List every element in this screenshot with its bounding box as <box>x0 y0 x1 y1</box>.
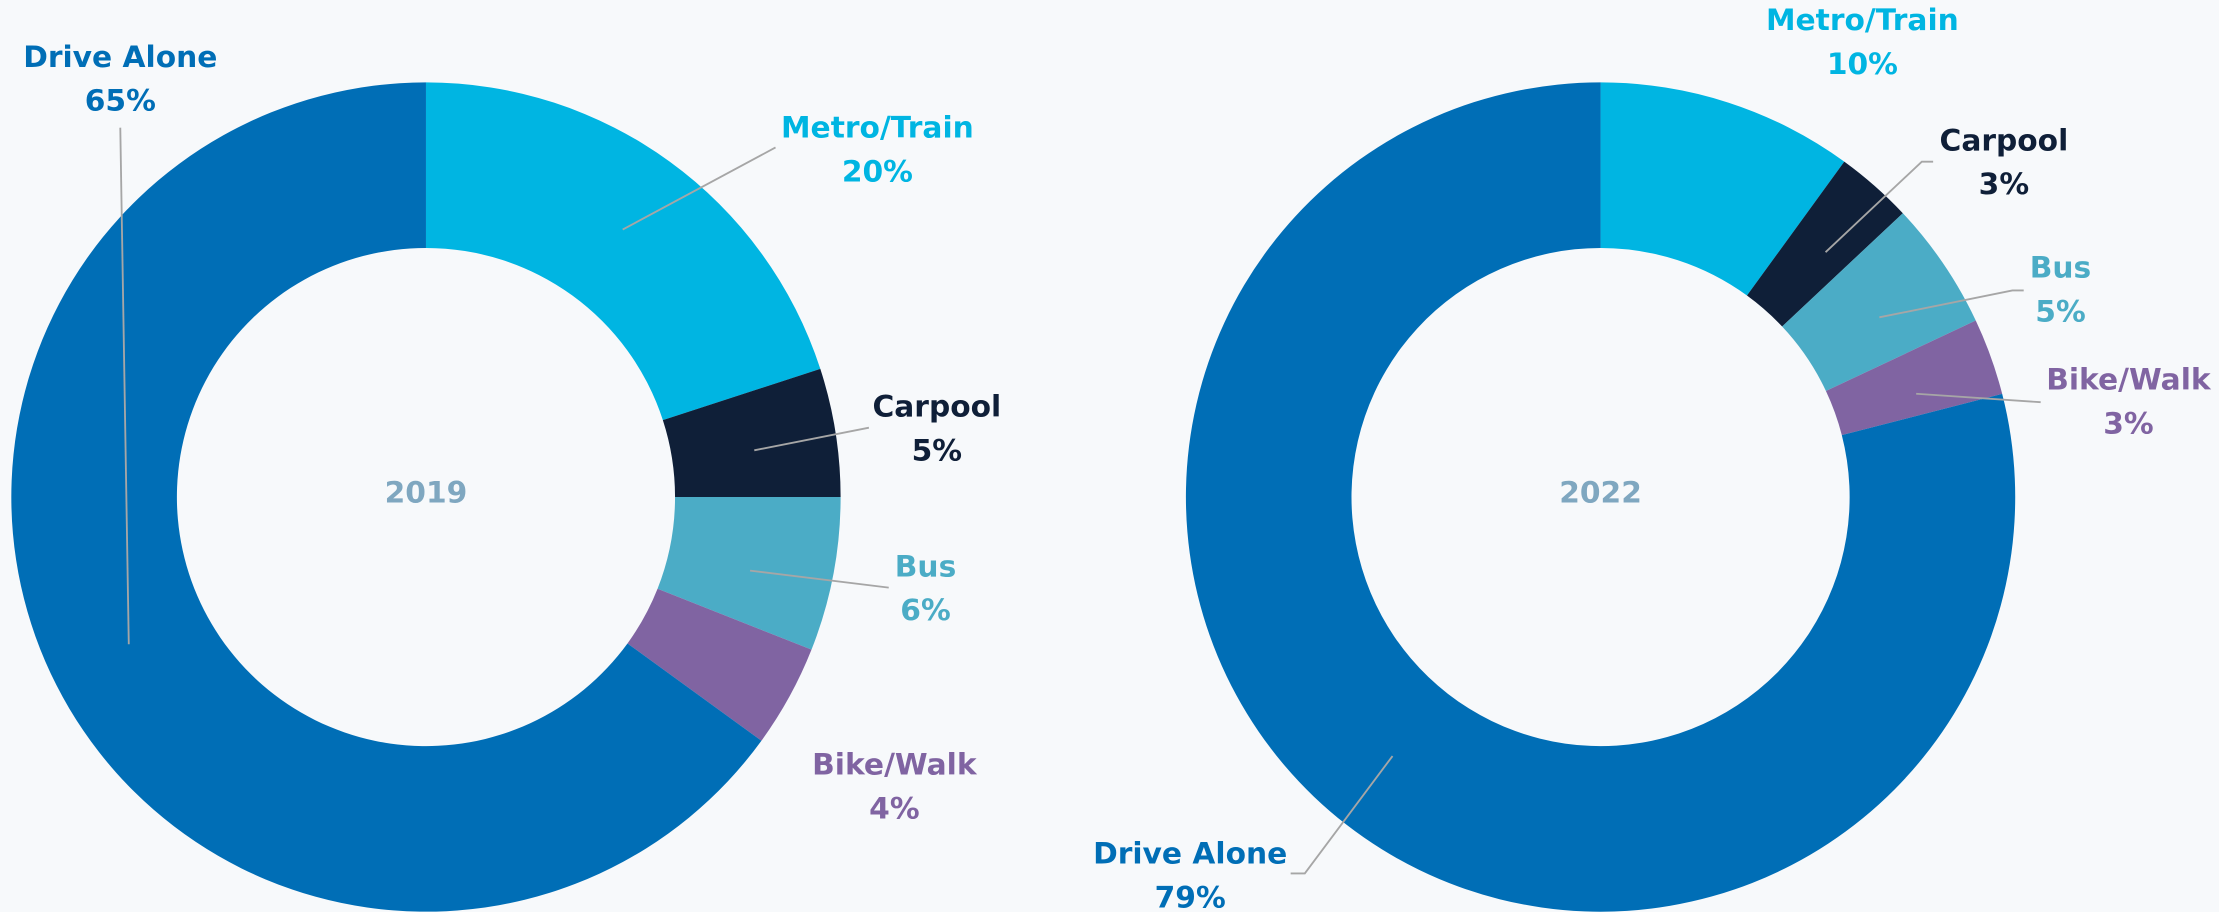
slice-label: Bus <box>895 549 956 584</box>
leader-line <box>622 146 776 231</box>
slice-value-label: 5% <box>2035 295 2085 330</box>
slice-value-label: 65% <box>85 84 156 119</box>
slice-value-label: 10% <box>1827 47 1898 82</box>
slice-value-label: 79% <box>1155 880 1226 912</box>
leader-line <box>1916 392 2041 404</box>
leader-line <box>1879 289 2024 319</box>
slice-label: Carpool <box>1940 123 2069 158</box>
slice-label: Metro/Train <box>1766 3 1959 38</box>
slice-label: Metro/Train <box>781 111 974 146</box>
donut-segment <box>425 82 821 421</box>
leader-line <box>1290 755 1394 875</box>
slice-label: Drive Alone <box>1093 837 1287 872</box>
donut-center-label: 2019 <box>385 476 468 511</box>
slice-label: Drive Alone <box>23 40 217 75</box>
slice-label: Bike/Walk <box>2046 362 2212 397</box>
donut-segment <box>662 368 841 498</box>
donut-segment <box>11 82 762 912</box>
donut-segment <box>1782 213 1976 391</box>
leader-line <box>1824 160 1934 253</box>
donut-segment <box>627 588 812 741</box>
donut-segment <box>1825 320 2003 436</box>
slice-label: Bike/Walk <box>812 747 978 782</box>
slice-value-label: 4% <box>869 791 919 826</box>
donut-segment <box>1185 82 2016 912</box>
donut-segment <box>657 497 841 650</box>
leader-line <box>119 127 130 645</box>
slice-value-label: 5% <box>912 433 962 468</box>
slice-value-label: 6% <box>900 593 950 628</box>
leader-line <box>754 426 870 452</box>
leader-line <box>749 569 889 589</box>
slice-value-label: 3% <box>1979 167 2029 202</box>
slice-value-label: 20% <box>842 154 913 189</box>
slice-label: Bus <box>2030 251 2091 286</box>
donut-center-label: 2022 <box>1559 476 1642 511</box>
donut-segment <box>1746 161 1903 327</box>
slice-value-label: 3% <box>2103 406 2153 441</box>
slice-label: Carpool <box>872 389 1001 424</box>
donut-segment <box>1600 82 1845 296</box>
